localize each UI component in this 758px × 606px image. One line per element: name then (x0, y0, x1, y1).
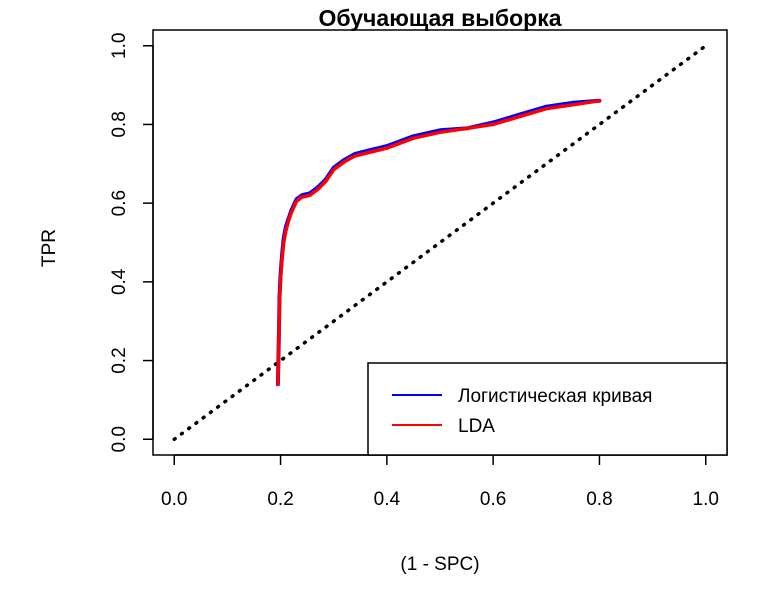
x-tick-label: 0.0 (161, 489, 187, 510)
x-tick-label: 0.4 (374, 489, 401, 510)
chart-title: Обучающая выборка (318, 5, 561, 31)
series-line-lda (276, 99, 602, 386)
x-tick-label: 0.8 (586, 489, 612, 510)
y-tick-label: 0.6 (109, 190, 130, 216)
legend-label-lda: LDA (458, 416, 495, 437)
legend-label-logistic: Логистическая кривая (458, 386, 652, 407)
y-tick-label: 0.2 (109, 347, 130, 373)
x-tick-label: 0.6 (480, 489, 506, 510)
legend-box (367, 362, 728, 456)
y-axis-title: TPR (39, 229, 60, 267)
x-axis-title: (1 - SPC) (400, 554, 479, 575)
y-tick-label: 0.0 (109, 426, 130, 452)
x-tick-label: 1.0 (693, 489, 719, 510)
y-tick-label: 0.4 (109, 268, 130, 295)
y-tick-label: 0.8 (109, 111, 130, 137)
diagonal-reference-line (172, 43, 708, 442)
series-line-logistic (275, 98, 602, 387)
x-tick-label: 0.2 (267, 489, 293, 510)
y-tick-label: 1.0 (109, 33, 130, 59)
